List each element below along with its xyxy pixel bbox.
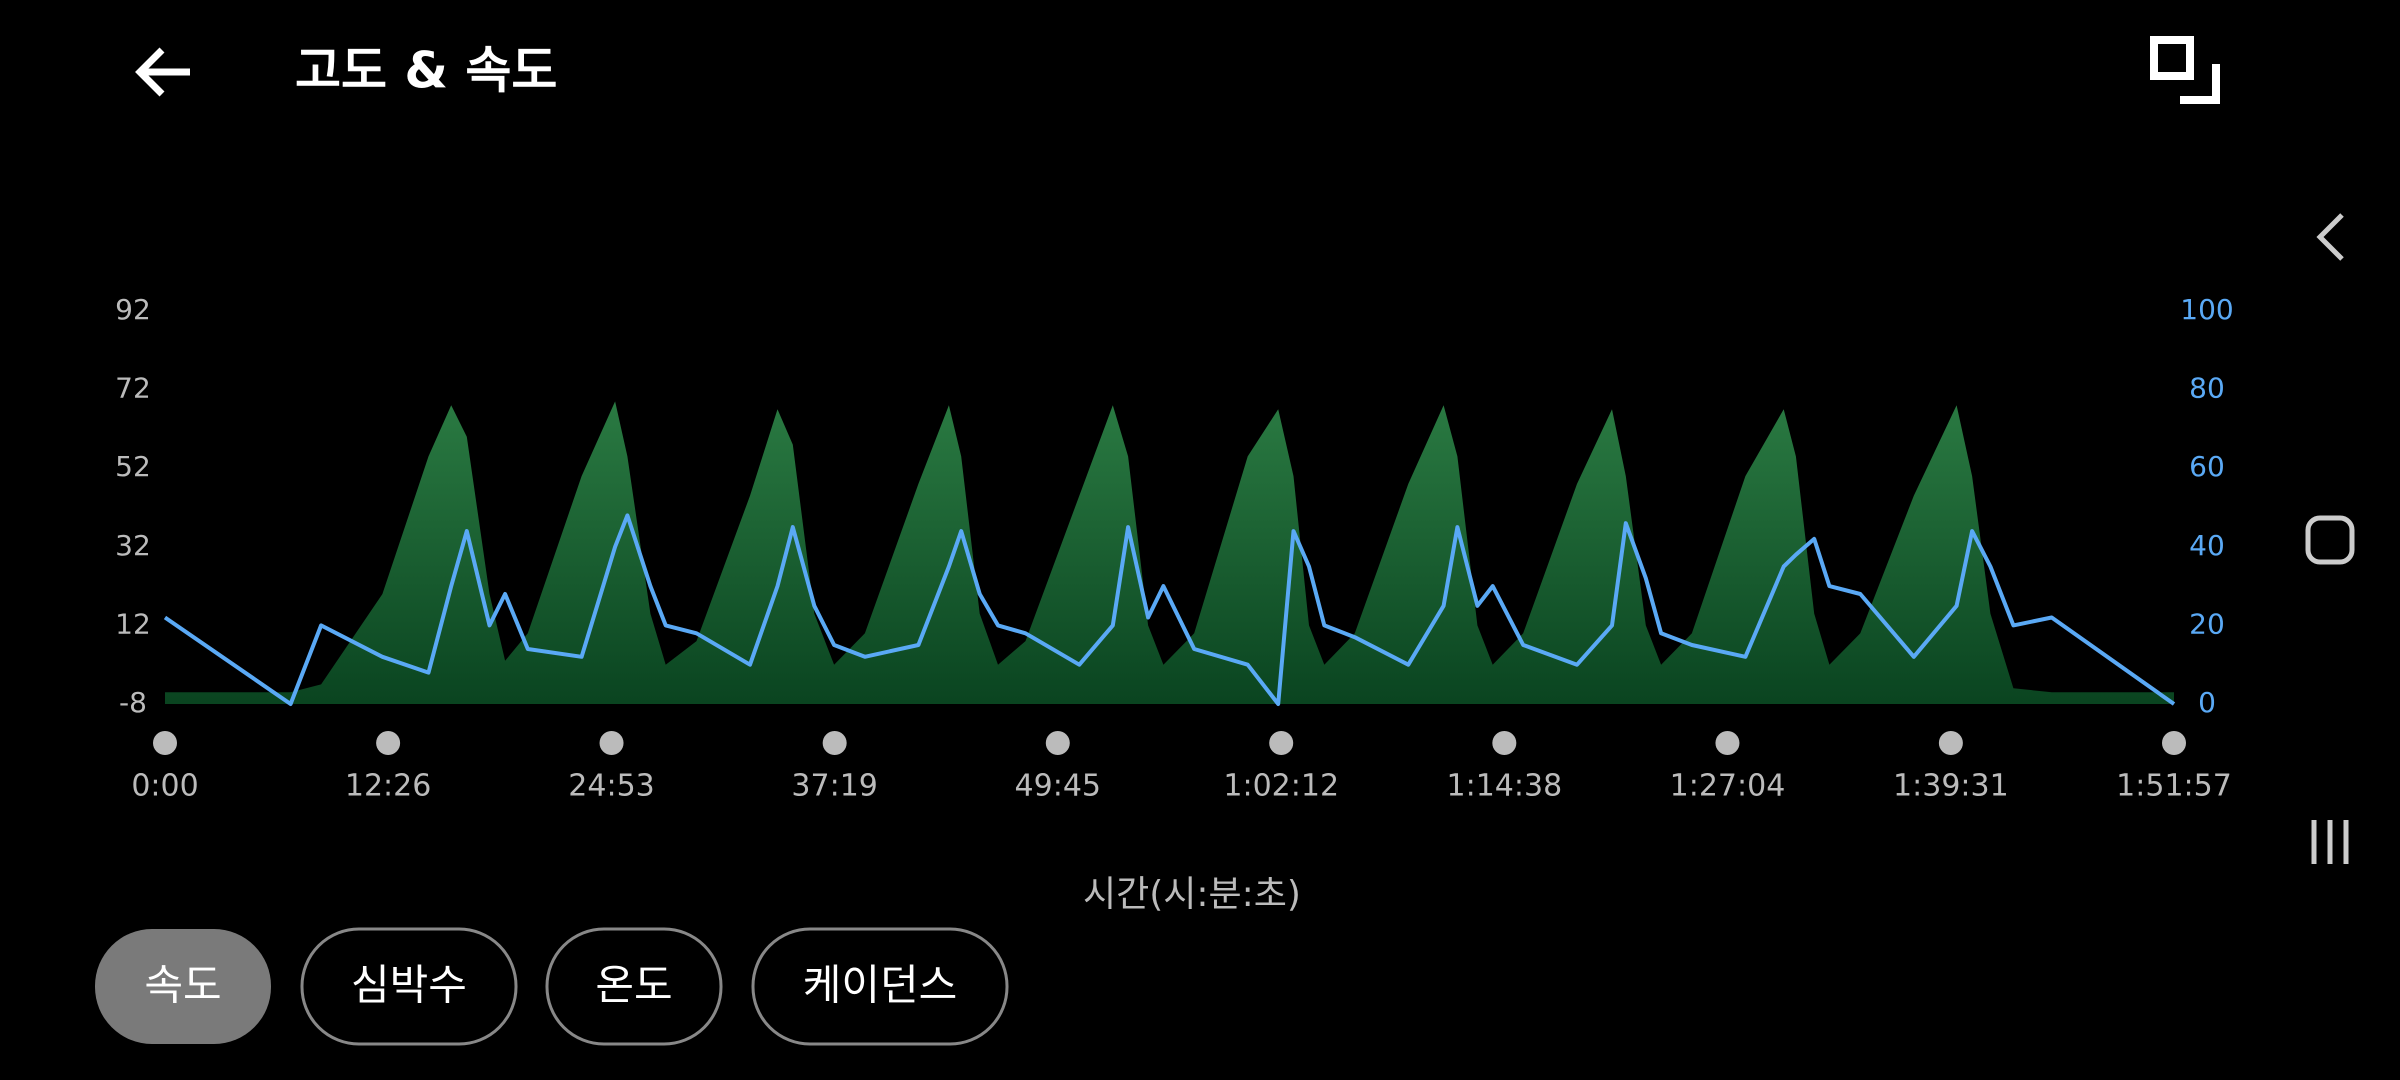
filter-button-label[interactable]: 온도 [595, 961, 672, 1010]
x-tick-dot [1715, 731, 1740, 755]
x-tick-label: 49:45 [1015, 769, 1101, 804]
x-tick-dot [1045, 731, 1070, 755]
x-tick-dot [822, 731, 847, 755]
x-tick-label: 1:27:04 [1670, 769, 1786, 804]
y-tick-label: 92 [115, 293, 151, 326]
x-tick-label: 24:53 [568, 769, 654, 804]
x-tick-label: 1:39:31 [1893, 769, 2009, 804]
x-tick-label: 37:19 [791, 769, 877, 804]
y2-tick-label: 60 [2189, 450, 2225, 483]
filter-button[interactable] [751, 927, 1009, 1046]
altitude-area [165, 401, 2174, 704]
speed-line [163, 513, 2176, 706]
x-tick-label: 1:14:38 [1447, 769, 1563, 804]
x-tick-dot [1269, 731, 1294, 755]
x-tick-label: 1:51:57 [2116, 769, 2232, 804]
x-tick-dot [1492, 731, 1517, 755]
y2-tick-label: 80 [2189, 372, 2225, 405]
x-tick-dot [599, 731, 624, 755]
y-tick-label: -8 [119, 686, 147, 719]
x-tick-dot [2162, 731, 2186, 755]
filter-button-label[interactable]: 케이던스 [803, 961, 958, 1010]
y2-tick-label: 20 [2189, 607, 2225, 640]
filter-button[interactable] [95, 929, 271, 1044]
y-tick-label: 32 [115, 529, 151, 562]
nav-recents[interactable] [2311, 820, 2349, 864]
page-title: 고도 & 속도 [295, 42, 557, 100]
filter-button-label[interactable]: 속도 [144, 961, 221, 1010]
x-tick-label: 1:02:12 [1223, 769, 1339, 804]
x-tick-label: 0:00 [131, 769, 198, 804]
filter-button[interactable] [545, 927, 723, 1046]
x-tick-label: 12:26 [345, 769, 431, 804]
filter-button[interactable] [300, 927, 518, 1046]
nav-back[interactable] [2316, 213, 2344, 261]
nav-home[interactable] [2305, 515, 2355, 565]
y-tick-label: 72 [115, 372, 151, 405]
x-tick-dot [1938, 731, 1963, 755]
y-tick-label: 12 [115, 607, 151, 640]
y2-tick-label: 40 [2189, 529, 2225, 562]
x-axis-label: 시간(시:분:초) [1083, 874, 1301, 915]
expand-button[interactable] [2150, 36, 2220, 104]
x-tick-dot [153, 731, 177, 755]
x-tick-dot [376, 731, 401, 755]
filter-button-label[interactable]: 심박수 [351, 961, 467, 1010]
back-button[interactable] [135, 47, 190, 97]
y2-tick-label: 100 [2180, 293, 2233, 326]
y2-tick-label: 0 [2198, 686, 2216, 719]
y-tick-label: 52 [115, 450, 151, 483]
